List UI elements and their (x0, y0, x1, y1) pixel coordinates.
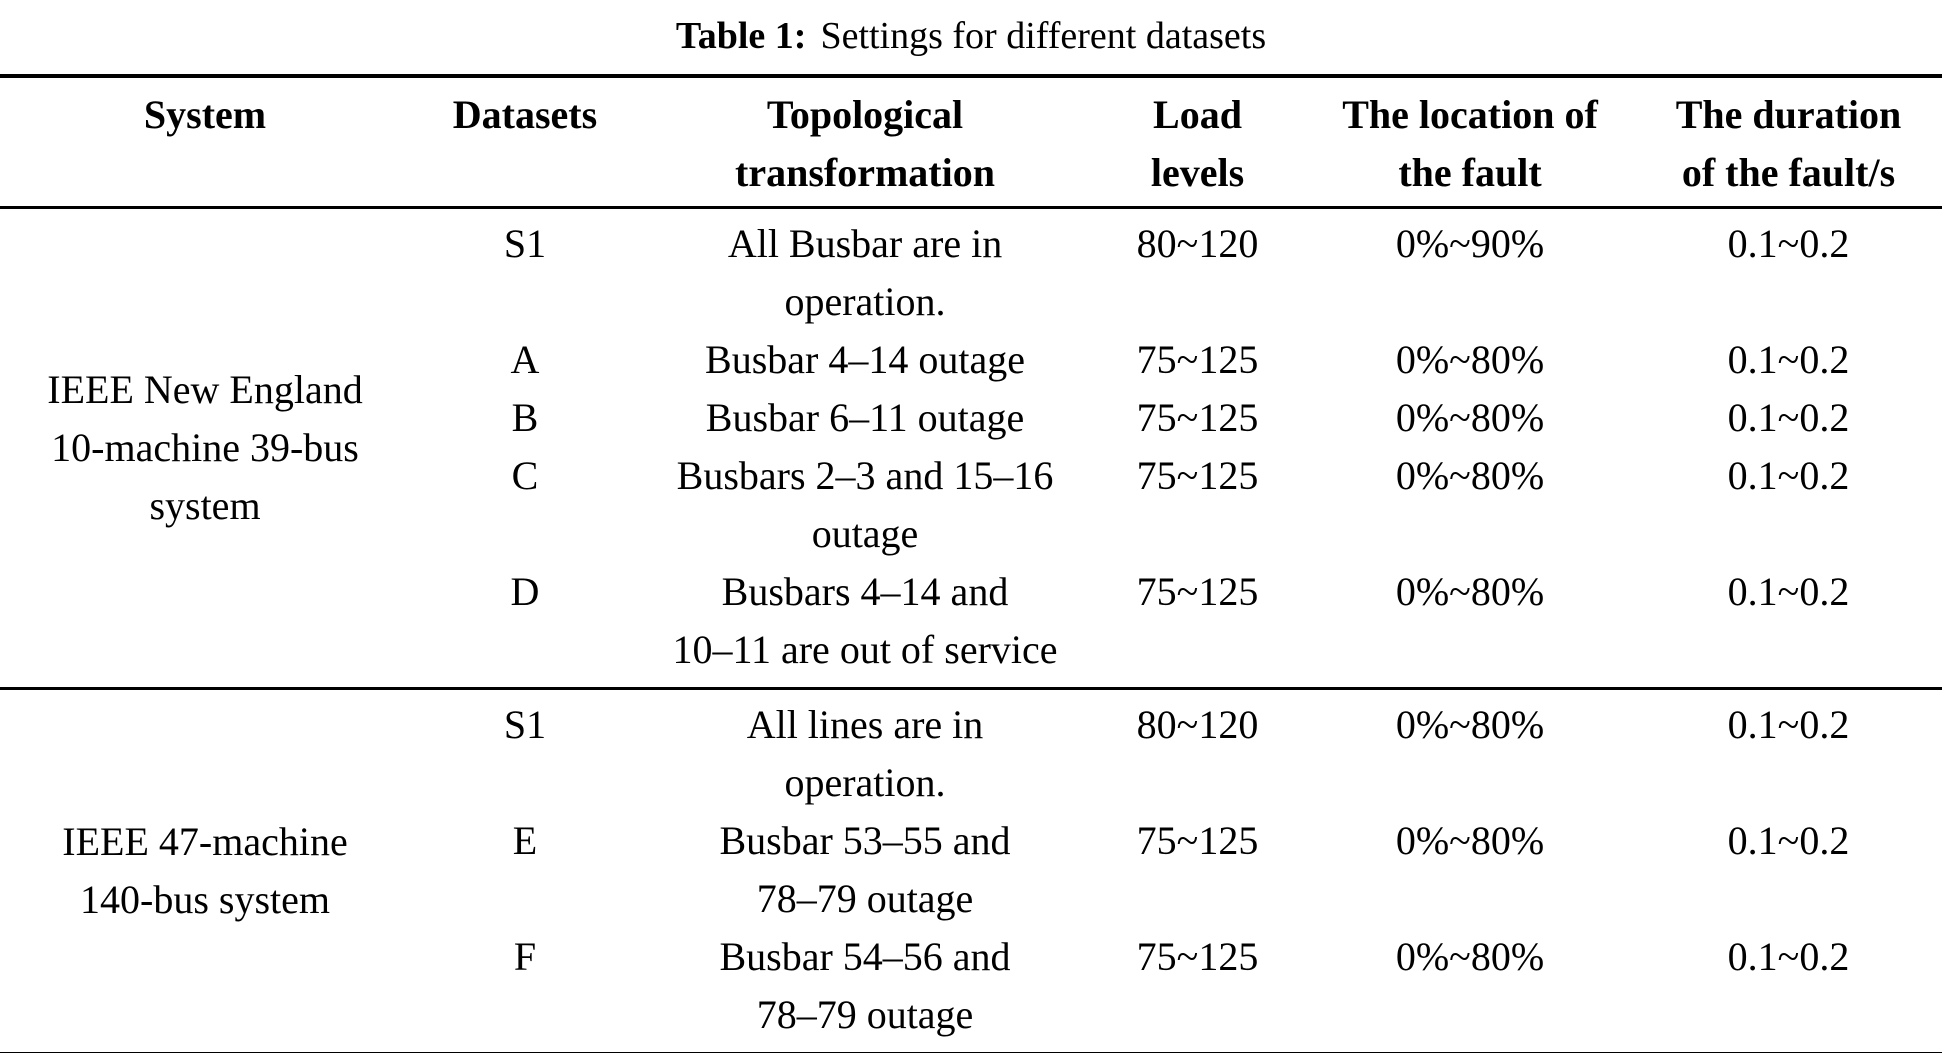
location-cell: 0%~80% (1395, 702, 1545, 747)
table-row: B Busbar 6–11 outage 75~125 0%~80% 0.1~0… (0, 389, 1942, 447)
section-ieee-140-bus: IEEE 47-machine 140-bus system S1 All li… (0, 689, 1942, 1053)
duration-cell: 0.1~0.2 (1727, 337, 1850, 382)
datasets-settings-table: System Datasets Topological transformati… (0, 74, 1942, 1053)
load-cell: 75~125 (1136, 934, 1259, 979)
table-row: A Busbar 4–14 outage 75~125 0%~80% 0.1~0… (0, 331, 1942, 389)
load-cell: 75~125 (1136, 337, 1259, 382)
dataset-cell: B (511, 395, 539, 440)
dataset-cell: D (510, 569, 540, 614)
col-header-system: System (143, 92, 267, 137)
location-cell: 0%~80% (1395, 453, 1545, 498)
topology-cell: All lines are in operation. (746, 702, 984, 805)
duration-cell: 0.1~0.2 (1727, 934, 1850, 979)
topology-cell: Busbar 54–56 and 78–79 outage (719, 934, 1011, 1037)
location-cell: 0%~80% (1395, 818, 1545, 863)
table-caption-label: Table 1: (675, 15, 807, 57)
duration-cell: 0.1~0.2 (1727, 395, 1850, 440)
col-header-topological-transformation: Topological transformation (735, 92, 995, 195)
dataset-cell: A (510, 337, 540, 382)
load-cell: 75~125 (1136, 453, 1259, 498)
dataset-cell: S1 (503, 702, 547, 747)
table-row: C Busbars 2–3 and 15–16 outage 75~125 0%… (0, 447, 1942, 563)
col-header-fault-duration: The duration of the fault/s (1675, 92, 1902, 195)
table-row: D Busbars 4–14 and 10–11 are out of serv… (0, 563, 1942, 689)
location-cell: 0%~80% (1395, 337, 1545, 382)
section-ieee-39-bus: IEEE New England 10-machine 39-bus syste… (0, 208, 1942, 689)
location-cell: 0%~80% (1395, 569, 1545, 614)
location-cell: 0%~80% (1395, 934, 1545, 979)
dataset-cell: E (512, 818, 538, 863)
load-cell: 75~125 (1136, 395, 1259, 440)
topology-cell: Busbar 4–14 outage (705, 337, 1025, 382)
table-header-row: System Datasets Topological transformati… (0, 76, 1942, 208)
duration-cell: 0.1~0.2 (1727, 453, 1850, 498)
col-header-datasets: Datasets (452, 92, 598, 137)
table-row: IEEE New England 10-machine 39-bus syste… (0, 208, 1942, 528)
location-cell: 0%~80% (1395, 395, 1545, 440)
topology-cell: Busbar 53–55 and 78–79 outage (719, 818, 1011, 921)
table-row: F Busbar 54–56 and 78–79 outage 75~125 0… (0, 928, 1942, 1053)
dataset-cell: S1 (503, 221, 547, 266)
system-cell: IEEE New England 10-machine 39-bus syste… (47, 367, 363, 528)
dataset-cell: F (513, 934, 537, 979)
load-cell: 80~120 (1136, 702, 1259, 747)
duration-cell: 0.1~0.2 (1727, 221, 1850, 266)
col-header-load-levels: Load levels (1150, 92, 1245, 195)
table-row: E Busbar 53–55 and 78–79 outage 75~125 0… (0, 812, 1942, 928)
duration-cell: 0.1~0.2 (1727, 702, 1850, 747)
table-caption: Table 1: Settings for different datasets (0, 12, 1942, 60)
topology-cell: Busbar 6–11 outage (705, 395, 1025, 440)
duration-cell: 0.1~0.2 (1727, 569, 1850, 614)
location-cell: 0%~90% (1395, 221, 1545, 266)
topology-cell: All Busbar are in operation. (727, 221, 1003, 324)
col-header-fault-location: The location of the fault (1342, 92, 1598, 195)
load-cell: 75~125 (1136, 818, 1259, 863)
dataset-cell: C (511, 453, 539, 498)
topology-cell: Busbars 2–3 and 15–16 outage (676, 453, 1054, 556)
system-cell: IEEE 47-machine 140-bus system (62, 819, 348, 922)
duration-cell: 0.1~0.2 (1727, 818, 1850, 863)
load-cell: 75~125 (1136, 569, 1259, 614)
load-cell: 80~120 (1136, 221, 1259, 266)
topology-cell: Busbars 4–14 and 10–11 are out of servic… (672, 569, 1058, 672)
table-caption-text: Settings for different datasets (820, 15, 1267, 57)
table-row: IEEE 47-machine 140-bus system S1 All li… (0, 689, 1942, 922)
